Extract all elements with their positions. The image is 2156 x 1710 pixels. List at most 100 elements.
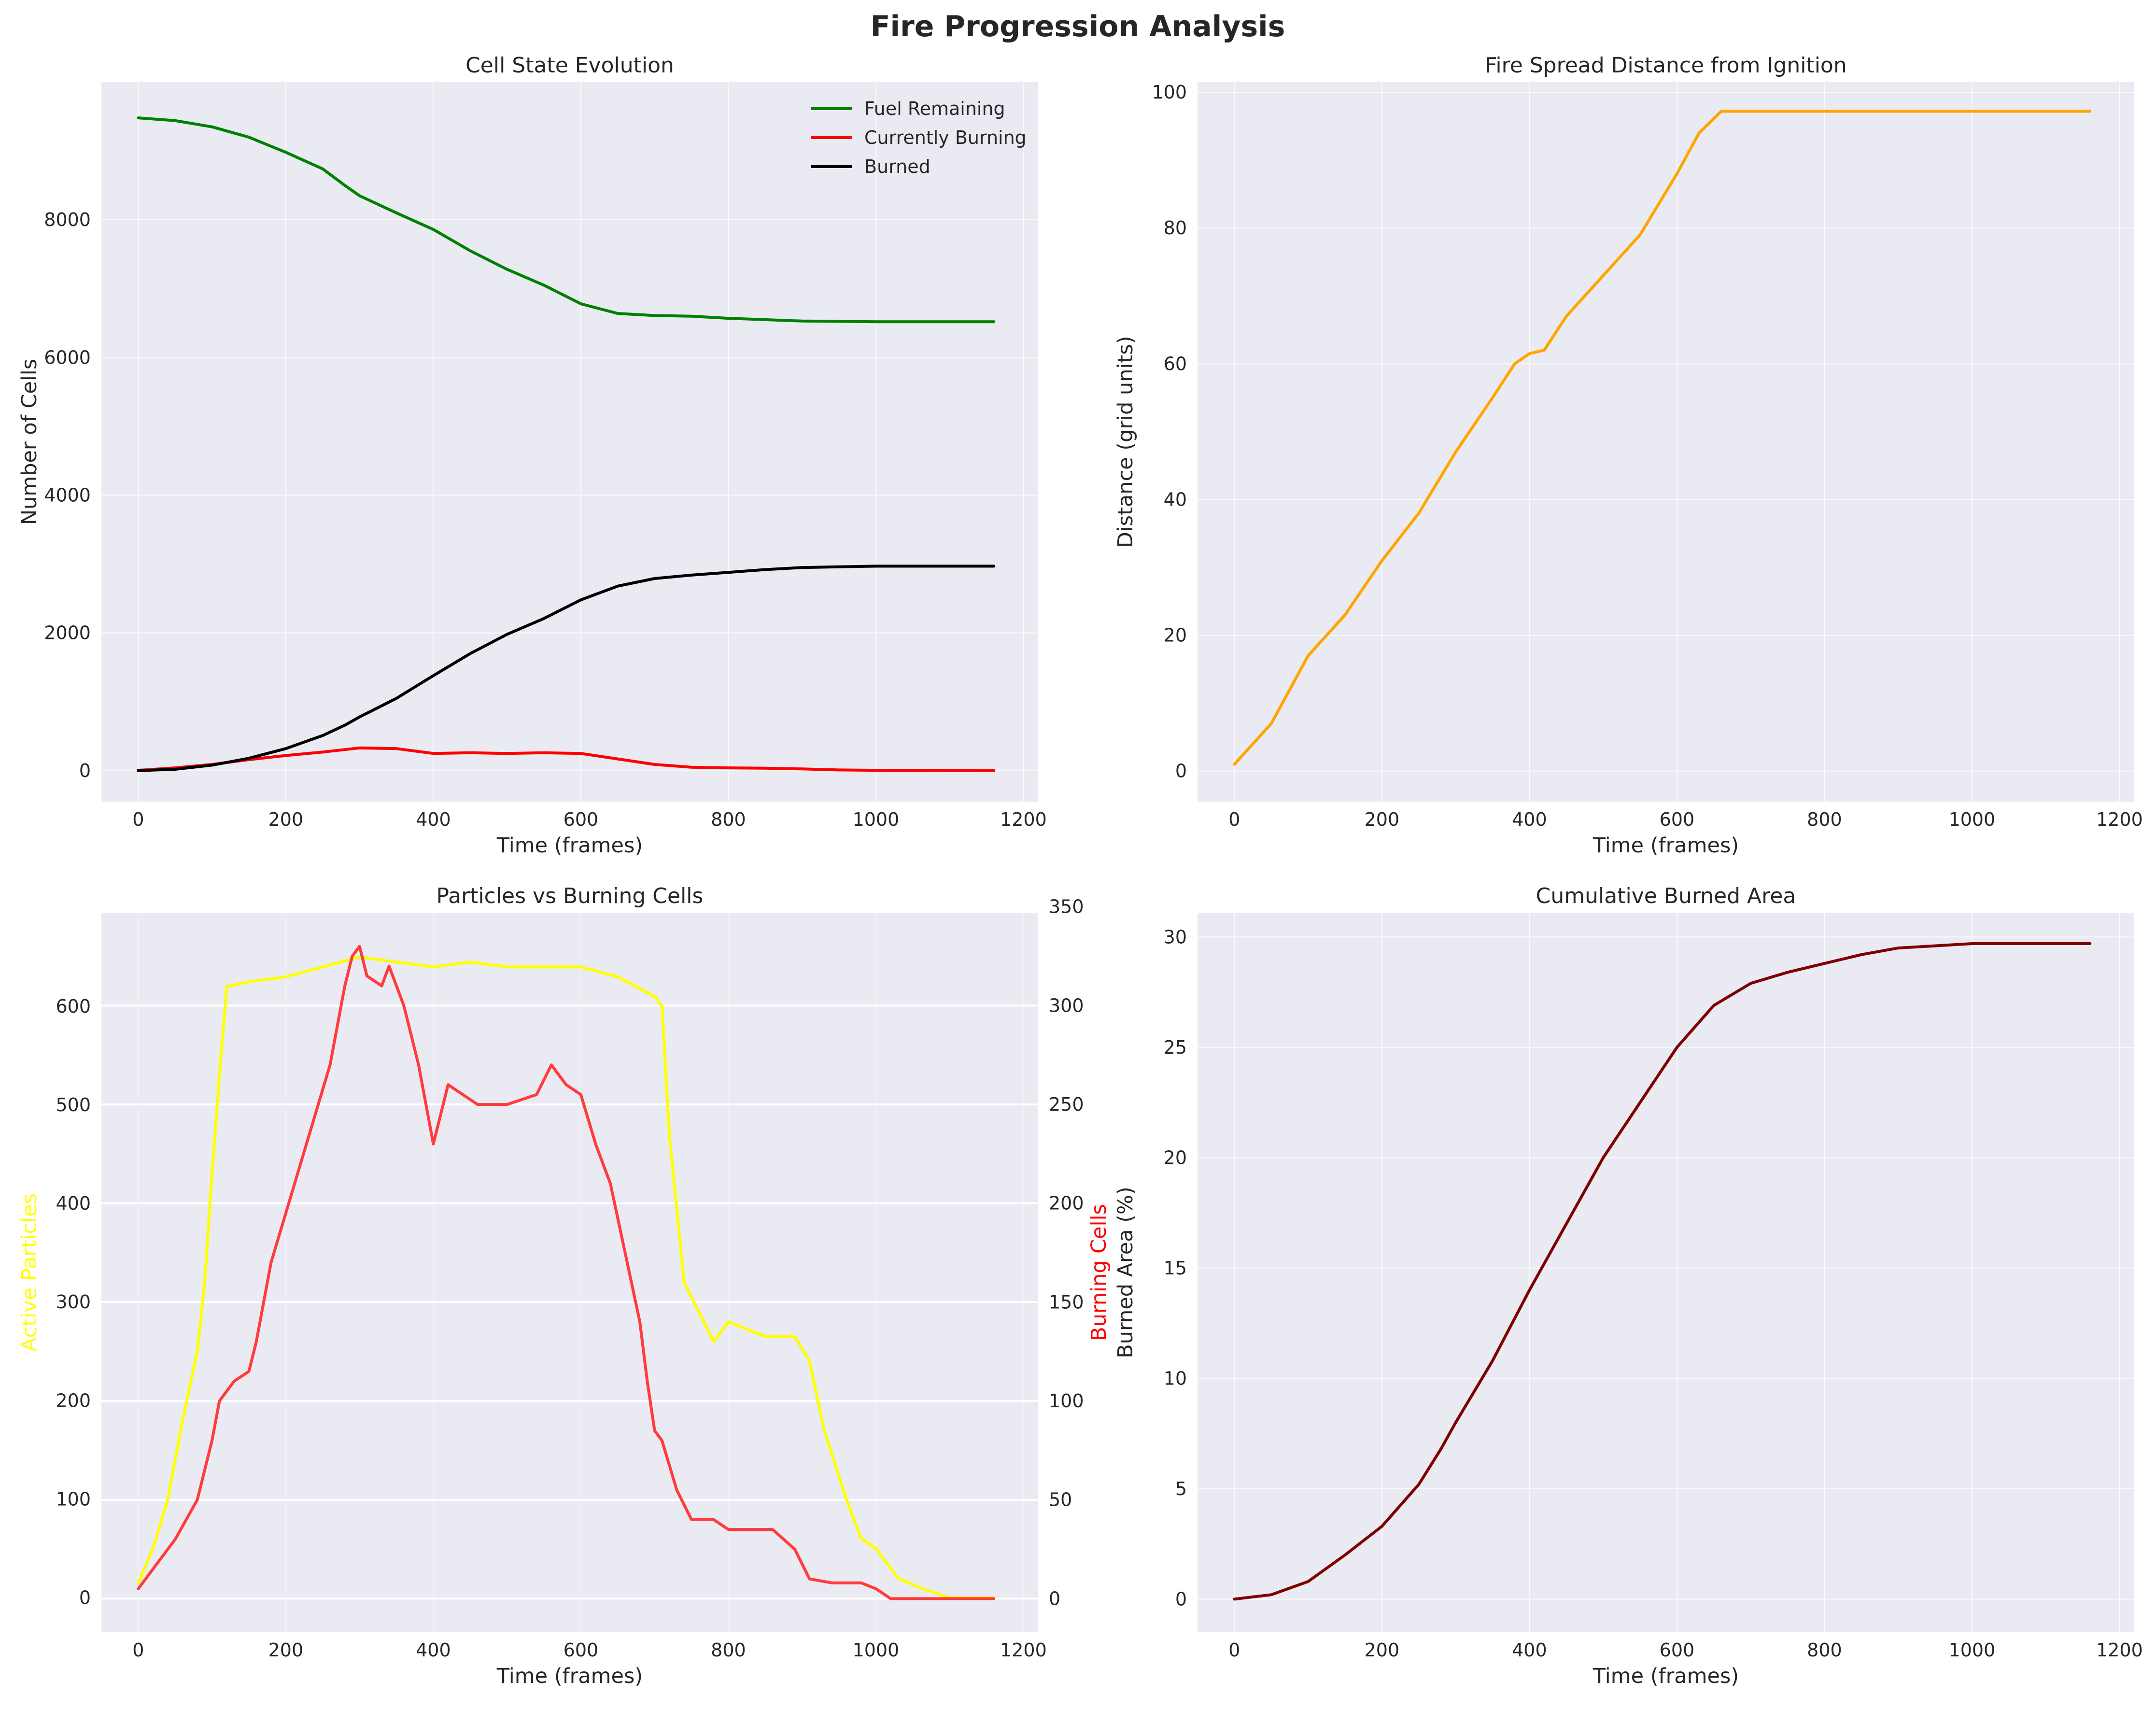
y-tick-label: 300 [56,1291,91,1313]
y-axis-label: Distance (grid units) [1113,336,1138,548]
y-tick-label: 5 [1175,1478,1187,1499]
series-group [1233,110,2092,766]
x-tick-label: 0 [1228,1639,1240,1661]
y-right-tick-label: 200 [1049,1193,1084,1214]
y-right-tick-label: 150 [1049,1291,1084,1313]
legend-label: Fuel Remaining [864,98,1005,119]
y-right-tick-label: 100 [1049,1390,1084,1412]
plot-area [1198,913,2134,1632]
x-tick-label: 1000 [1949,1639,1996,1661]
series-group [137,945,996,1600]
y-right-axis-label: Burning Cells [1087,1204,1111,1341]
y-tick-label: 0 [1175,761,1187,782]
x-tick-label: 400 [1512,1639,1547,1661]
y-tick-label: 0 [79,760,91,781]
x-tick-label: 0 [132,1639,144,1661]
series-line-series-1 [1233,942,2092,1601]
panel-title: Cell State Evolution [465,53,674,78]
y-tick-label: 2000 [44,622,91,644]
y-tick-label: 0 [79,1587,91,1609]
x-axis-label: Time (frames) [1592,834,1739,858]
panel-title: Particles vs Burning Cells [437,884,704,908]
y-tick-label: 15 [1164,1258,1187,1279]
y-right-tick-label: 50 [1049,1489,1072,1511]
x-tick-label: 200 [1365,1639,1400,1661]
panel-title: Fire Spread Distance from Ignition [1485,53,1847,78]
x-axis-label: Time (frames) [496,1664,643,1688]
y-tick-label: 10 [1164,1368,1187,1389]
x-tick-label: 200 [1365,809,1400,830]
x-tick-label: 200 [268,809,304,830]
x-tick-label: 400 [1512,809,1547,830]
series-line-active-particles [137,955,996,1599]
x-tick-label: 1000 [1949,809,1996,830]
x-tick-label: 800 [1807,1639,1842,1661]
y-tick-label: 60 [1164,353,1187,374]
y-tick-label: 500 [56,1094,91,1116]
y-tick-label: 6000 [44,347,91,368]
series-line-burned [137,565,996,772]
x-tick-label: 1200 [2096,1639,2143,1661]
plot-area [101,913,1038,1632]
x-axis-label: Time (frames) [1592,1664,1739,1688]
legend-label: Burned [864,156,930,177]
y-tick-label: 40 [1164,489,1187,510]
x-tick-label: 0 [132,809,144,830]
y-tick-label: 20 [1164,1147,1187,1168]
y-tick-label: 25 [1164,1037,1187,1058]
series-line-fuel-remaining [137,116,996,324]
y-right-tick-label: 350 [1049,896,1084,918]
y-right-tick-label: 250 [1049,1094,1084,1115]
x-tick-label: 800 [711,809,746,830]
plot-area [101,82,1038,802]
panel-title: Cumulative Burned Area [1536,884,1796,908]
series-group [137,116,996,772]
x-tick-label: 800 [1807,809,1842,830]
chart-panel-4: 0 200 400 600 800 1000 1200 0 5 10 15 20 25 30 Cumulat… [1113,884,2143,1688]
x-tick-label: 1000 [853,809,900,830]
y-axis-label: Active Particles [17,1193,42,1352]
x-tick-label: 1200 [1000,809,1047,830]
y-tick-label: 4000 [44,485,91,506]
series-line-currently-burning [137,746,996,772]
y-axis-label: Number of Cells [17,359,42,525]
plot-area [1198,82,2134,802]
y-tick-label: 8000 [44,209,91,230]
chart-panel-3: 0 200 400 600 800 1000 12000100200300400500600… [17,884,1111,1688]
panels: 0 200 400 600 800 1000 120002000400060008000Ce… [17,53,2143,1688]
x-tick-label: 600 [564,809,599,830]
y-axis-label: Burned Area (%) [1113,1187,1138,1358]
legend-label: Currently Burning [864,127,1027,148]
x-tick-label: 600 [1660,809,1695,830]
series-line-series-1 [1233,110,2092,766]
series-line-burning-cells [137,945,996,1600]
x-tick-label: 600 [1660,1639,1695,1661]
y-tick-label: 400 [56,1193,91,1214]
y-right-tick-label: 0 [1049,1588,1060,1609]
y-tick-label: 30 [1164,926,1187,947]
x-axis-label: Time (frames) [496,834,643,858]
x-tick-label: 800 [711,1639,746,1661]
y-tick-label: 600 [56,996,91,1017]
x-tick-label: 400 [416,1639,451,1661]
y-tick-label: 100 [56,1488,91,1510]
y-tick-label: 100 [1152,82,1187,103]
x-tick-label: 200 [268,1639,304,1661]
x-tick-label: 1000 [853,1639,900,1661]
x-tick-label: 1200 [2096,809,2143,830]
figure-title: Fire Progression Analysis [871,10,1285,43]
x-tick-label: 400 [416,809,451,830]
legend: Fuel Remaining Currently Burning Burned [811,98,1027,177]
chart-panel-1: 0 200 400 600 800 1000 1200 0 2000 4000 6000 8000 Ce… [17,53,1047,858]
series-group [1233,942,2092,1601]
chart-panel-2: 0 200 400 600 800 1000 1200 0 20 40 60 80 100 Fire Sp… [1113,53,2143,858]
y-tick-label: 20 [1164,625,1187,646]
y-right-tick-label: 300 [1049,995,1084,1016]
x-tick-label: 600 [564,1639,599,1661]
y-tick-label: 0 [1175,1588,1187,1610]
y-tick-label: 200 [56,1390,91,1411]
y-tick-label: 80 [1164,217,1187,239]
x-tick-label: 1200 [1000,1639,1047,1661]
x-tick-label: 0 [1228,809,1240,830]
